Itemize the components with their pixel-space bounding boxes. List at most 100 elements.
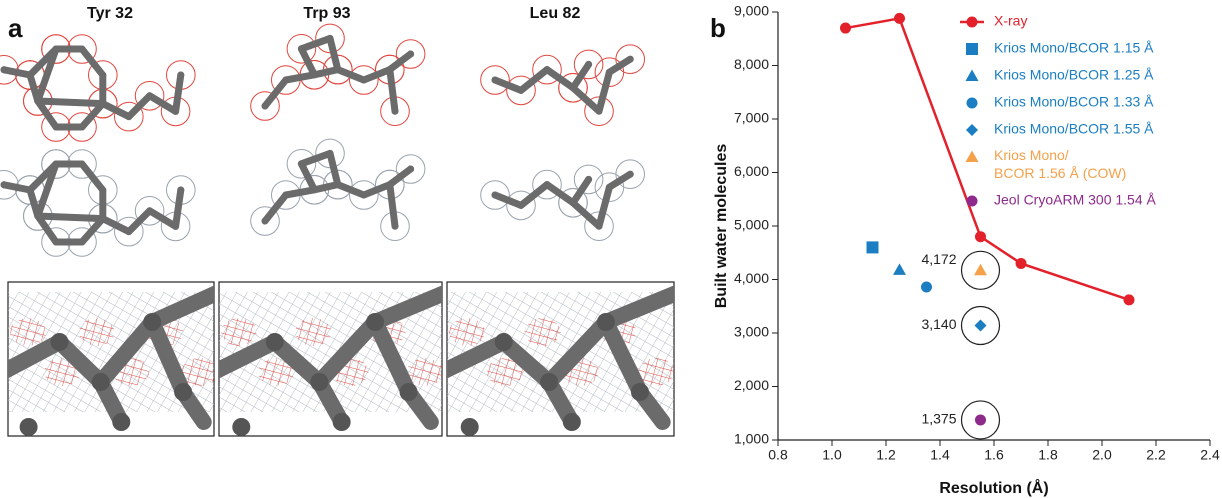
- marker: [1015, 257, 1027, 269]
- legend-label: Krios Mono/BCOR 1.25 Å: [994, 67, 1154, 83]
- density-mesh: [114, 216, 144, 247]
- y-tick-label: 8,000: [734, 56, 769, 72]
- atom: [626, 170, 634, 178]
- density-mesh: [584, 96, 614, 126]
- data-label: 3,140: [921, 316, 956, 332]
- density-mesh: [615, 159, 646, 189]
- atom: [310, 186, 318, 194]
- x-tick-label: 1.4: [930, 447, 950, 463]
- marker: [974, 263, 987, 276]
- atom: [99, 71, 107, 79]
- marker: [974, 319, 987, 332]
- legend-label: Krios Mono/BCOR 1.56 Å (COW): [994, 147, 1126, 181]
- legend-label: Krios Mono/BCOR 1.55 Å: [994, 121, 1154, 137]
- red-mesh: [486, 358, 523, 386]
- red-mesh: [406, 358, 442, 386]
- marker: [966, 43, 978, 55]
- red-mesh: [78, 318, 115, 346]
- atom: [491, 76, 499, 84]
- highlight-ring: [960, 250, 1001, 290]
- atom: [360, 76, 368, 84]
- atom: [626, 55, 634, 63]
- x-axis-title: Resolution (Å): [939, 478, 1048, 497]
- atom: [569, 199, 577, 207]
- red-mesh: [638, 358, 674, 386]
- marker: [966, 195, 978, 207]
- atom: [34, 212, 42, 220]
- atom: [146, 207, 154, 215]
- y-axis-title: Built water molecules: [713, 144, 730, 309]
- column-title: Tyr 32: [87, 5, 133, 22]
- atom: [332, 413, 351, 431]
- density-mesh: [480, 65, 510, 95]
- atom: [517, 201, 525, 209]
- atom: [297, 160, 305, 168]
- y-tick-label: 9,000: [734, 3, 769, 19]
- x-tick-label: 0.8: [768, 447, 788, 463]
- x-tick-label: 1.6: [984, 447, 1004, 463]
- atom: [334, 181, 342, 189]
- x-tick-label: 1.0: [822, 447, 842, 463]
- atom: [596, 313, 615, 331]
- y-tick-label: 6,000: [734, 163, 769, 179]
- x-tick-label: 2.0: [1092, 447, 1112, 463]
- atom: [232, 418, 251, 436]
- panel-label: a: [8, 13, 23, 43]
- density-mesh: [480, 180, 510, 210]
- atom: [125, 228, 133, 236]
- y-tick-label: 5,000: [734, 217, 769, 233]
- atom: [265, 333, 284, 351]
- atom: [562, 413, 581, 431]
- atom: [605, 183, 613, 191]
- atom: [407, 50, 415, 58]
- y-tick-label: 2,000: [734, 377, 769, 393]
- atom: [52, 160, 60, 168]
- atom: [310, 373, 329, 391]
- atom: [78, 160, 86, 168]
- atom: [282, 76, 290, 84]
- marker: [866, 241, 879, 254]
- atom: [569, 84, 577, 92]
- density-detail: [219, 285, 442, 436]
- legend-label: Krios Mono/BCOR 1.33 Å: [994, 94, 1154, 110]
- x-tick-label: 1.2: [876, 447, 896, 463]
- legend-label-line: Krios Mono/: [994, 147, 1069, 163]
- stick-model: [0, 160, 185, 246]
- atom: [177, 71, 185, 79]
- atom: [543, 66, 551, 74]
- atom: [99, 100, 107, 108]
- density-mesh: [573, 164, 604, 195]
- atom: [174, 383, 193, 401]
- y-tick-label: 4,000: [734, 270, 769, 286]
- marker: [921, 281, 932, 293]
- atom: [0, 181, 8, 189]
- marker: [966, 16, 978, 28]
- atom: [282, 191, 290, 199]
- highlight-ring: [960, 400, 1001, 440]
- atom: [34, 97, 42, 105]
- data-label: 4,172: [921, 251, 956, 267]
- atom: [585, 175, 593, 183]
- atom: [360, 191, 368, 199]
- atom: [630, 383, 649, 401]
- density-mesh: [349, 65, 379, 95]
- atom: [78, 238, 86, 246]
- y-tick-label: 1,000: [734, 431, 769, 447]
- density-mesh: [558, 188, 588, 218]
- atom: [460, 418, 479, 436]
- panel-a: a Tyr 32 Trp 93 Leu 82: [0, 5, 675, 437]
- atom: [310, 71, 318, 79]
- atom: [112, 413, 131, 431]
- atom: [177, 186, 185, 194]
- atom: [386, 181, 394, 189]
- legend-label: Jeol CryoARM 300 1.54 Å: [994, 192, 1157, 208]
- atom: [595, 107, 603, 115]
- x-tick-label: 1.8: [1038, 447, 1058, 463]
- red-mesh: [44, 358, 81, 386]
- red-mesh: [258, 358, 295, 386]
- atom: [391, 107, 399, 115]
- atom: [297, 45, 305, 53]
- atom: [585, 60, 593, 68]
- atom: [605, 68, 613, 76]
